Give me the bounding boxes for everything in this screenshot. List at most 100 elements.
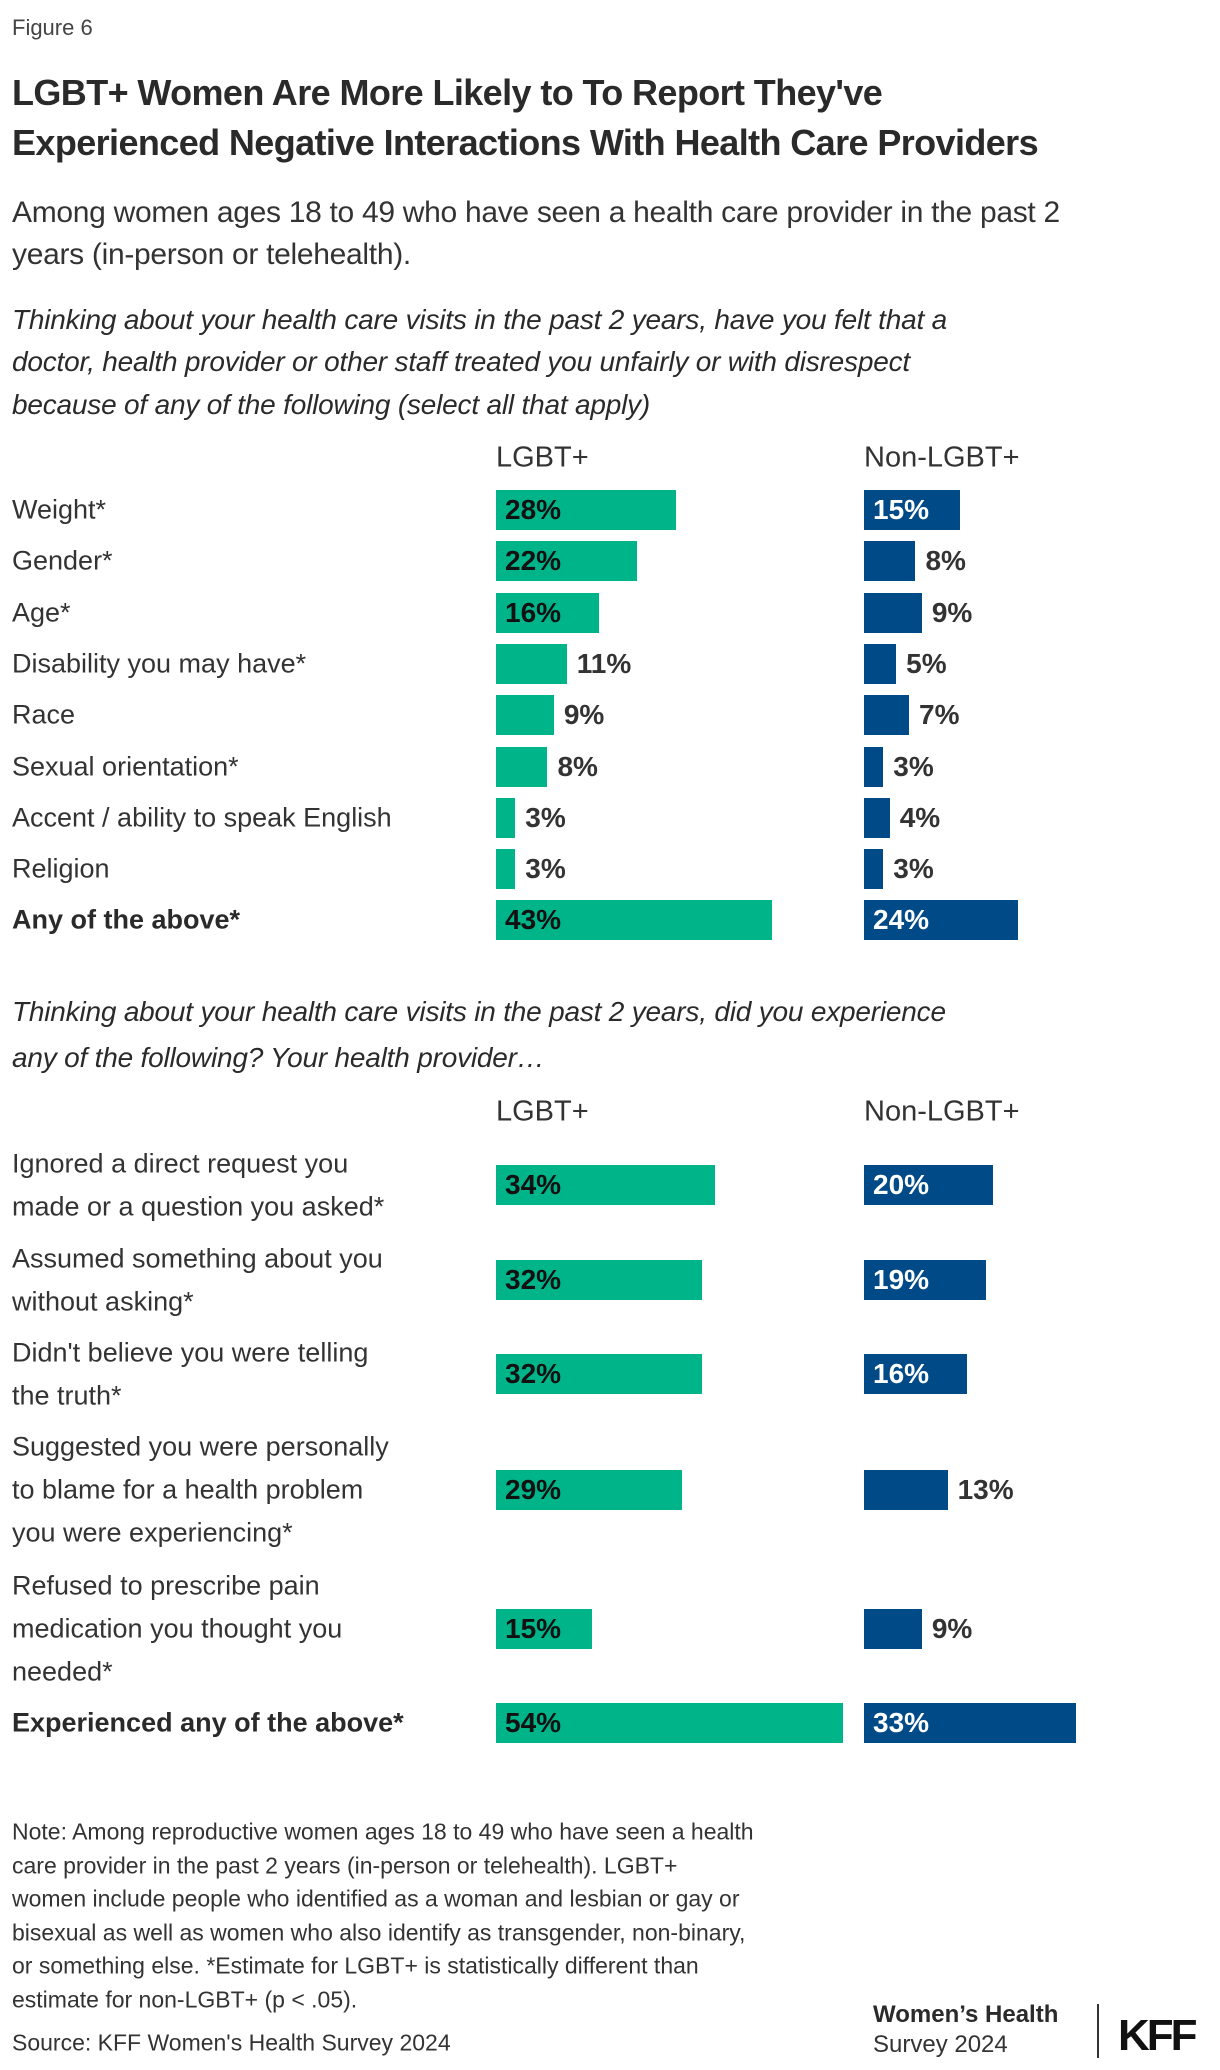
category-label: the truth*	[12, 1380, 122, 1410]
value-label-non-lgbt: 16%	[873, 1358, 930, 1389]
bar-lgbt	[496, 643, 567, 684]
bar-non-lgbt	[864, 695, 909, 736]
value-label-lgbt: 8%	[557, 750, 598, 782]
category-label: made or a question you asked*	[12, 1191, 385, 1221]
note-line: or something else. *Estimate for LGBT+ i…	[12, 1952, 699, 1979]
note-line: estimate for non-LGBT+ (p < .05).	[12, 1986, 358, 2013]
legend-non-lgbt: Non-LGBT+	[864, 1095, 1020, 1128]
category-label: Sexual orientation*	[12, 751, 239, 781]
value-label-lgbt: 34%	[505, 1169, 562, 1200]
value-label-non-lgbt: 8%	[925, 545, 966, 577]
value-label-lgbt: 3%	[525, 801, 566, 833]
value-label-non-lgbt: 20%	[873, 1169, 930, 1200]
survey-name: Women’s Health	[873, 2001, 1059, 2028]
bar-lgbt	[496, 695, 554, 736]
bar-non-lgbt	[864, 541, 916, 582]
category-label: Suggested you were personally	[12, 1431, 389, 1462]
source: Source: KFF Women's Health Survey 2024	[12, 2029, 451, 2056]
value-label-non-lgbt: 13%	[957, 1474, 1014, 1505]
question-line: because of any of the following (select …	[12, 389, 651, 420]
bar-non-lgbt	[864, 746, 884, 787]
value-label-non-lgbt: 9%	[931, 1613, 973, 1644]
note-line: Note: Among reproductive women ages 18 t…	[12, 1818, 754, 1845]
bar-lgbt	[496, 797, 516, 838]
note-line: women include people who identified as a…	[12, 1885, 740, 1912]
bar-lgbt	[496, 541, 638, 582]
category-label: Accent / ability to speak English	[12, 802, 392, 833]
bar-non-lgbt	[864, 592, 922, 633]
bar-non-lgbt	[864, 1470, 948, 1510]
category-label: Race	[12, 699, 76, 730]
question-line: doctor, health provider or other staff t…	[12, 346, 910, 377]
category-label: to blame for a health problem	[12, 1474, 364, 1505]
bar-lgbt	[496, 1703, 844, 1743]
value-label-lgbt: 22%	[505, 545, 562, 577]
value-label-lgbt: 32%	[505, 1264, 562, 1295]
category-label: Didn't believe you were telling	[12, 1337, 369, 1367]
bar-lgbt	[496, 849, 516, 890]
bar-lgbt	[496, 490, 677, 530]
value-label-lgbt: 16%	[505, 596, 562, 628]
title-line: LGBT+ Women Are More Likely to To Report…	[12, 72, 883, 113]
value-label-lgbt: 3%	[525, 853, 566, 885]
category-label: Any of the above*	[12, 904, 241, 935]
value-label-lgbt: 32%	[505, 1358, 562, 1389]
category-label: Disability you may have*	[12, 648, 307, 679]
bar-non-lgbt	[864, 1354, 967, 1394]
legend-lgbt: LGBT+	[496, 441, 589, 474]
value-label-lgbt: 15%	[505, 1613, 562, 1644]
subtitle-line: Among women ages 18 to 49 who have seen …	[12, 196, 1060, 229]
category-label: Experienced any of the above*	[12, 1707, 404, 1738]
note-line: bisexual as well as women who also ident…	[12, 1919, 746, 1946]
bar-lgbt	[496, 1470, 683, 1510]
category-label: Religion	[12, 853, 110, 884]
survey-year: Survey 2024	[873, 2031, 1008, 2058]
value-label-lgbt: 11%	[576, 647, 632, 679]
figure-label: Figure 6	[12, 15, 93, 40]
bar-lgbt	[496, 746, 548, 787]
bar-lgbt	[496, 900, 773, 941]
bar-non-lgbt	[864, 900, 1019, 941]
value-label-non-lgbt: 33%	[873, 1707, 930, 1738]
bar-lgbt	[496, 1165, 715, 1205]
kff-logo: KFF	[1118, 2011, 1198, 2060]
value-label-lgbt: 28%	[505, 494, 562, 525]
bar-non-lgbt	[864, 1609, 922, 1649]
value-label-non-lgbt: 19%	[873, 1264, 930, 1295]
bar-non-lgbt	[864, 643, 897, 684]
value-label-non-lgbt: 4%	[899, 801, 941, 833]
value-label-non-lgbt: 15%	[873, 494, 930, 525]
category-label: you were experiencing*	[12, 1517, 293, 1548]
bar-non-lgbt	[864, 490, 961, 530]
title-line: Experienced Negative Interactions With H…	[12, 122, 1039, 163]
value-label-non-lgbt: 7%	[919, 699, 960, 731]
category-label: without asking*	[12, 1286, 194, 1316]
logo-divider	[1097, 2004, 1099, 2058]
note-line: care provider in the past 2 years (in-pe…	[12, 1852, 678, 1879]
question-line: Thinking about your health care visits i…	[12, 304, 947, 335]
category-label: needed*	[12, 1656, 113, 1687]
category-label: Refused to prescribe pain	[12, 1570, 320, 1601]
category-label: Ignored a direct request you	[12, 1148, 349, 1178]
value-label-non-lgbt: 24%	[873, 904, 930, 936]
bar-non-lgbt	[864, 1165, 993, 1205]
category-label: Age*	[12, 597, 71, 628]
bar-lgbt	[496, 1354, 702, 1394]
value-label-non-lgbt: 3%	[893, 853, 934, 885]
subtitle-line: years (in-person or telehealth).	[12, 238, 411, 271]
value-label-non-lgbt: 5%	[906, 647, 947, 679]
question-line: Thinking about your health care visits i…	[12, 996, 946, 1027]
value-label-lgbt: 43%	[505, 904, 562, 936]
category-label: Assumed something about you	[12, 1243, 383, 1273]
bar-non-lgbt	[864, 797, 890, 838]
bar-lgbt	[496, 1609, 593, 1649]
value-label-non-lgbt: 3%	[893, 750, 934, 782]
bar-lgbt	[496, 1260, 702, 1300]
category-label: Gender*	[12, 545, 113, 576]
bar-non-lgbt	[864, 1703, 1077, 1743]
bar-lgbt	[496, 592, 599, 633]
legend-lgbt: LGBT+	[496, 1095, 589, 1128]
category-label: medication you thought you	[12, 1613, 343, 1644]
legend-non-lgbt: Non-LGBT+	[864, 441, 1020, 474]
value-label-lgbt: 29%	[505, 1474, 562, 1505]
